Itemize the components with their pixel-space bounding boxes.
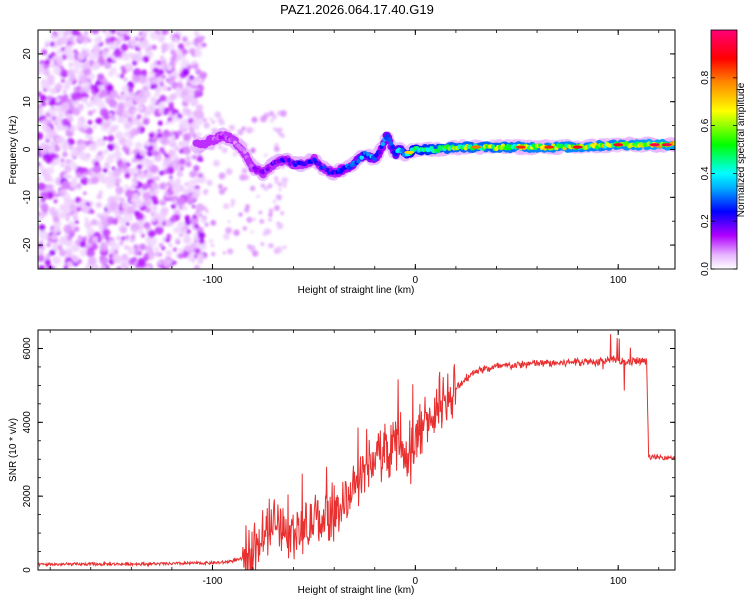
snr-y-label: SNR (10 * v/v) (8, 418, 19, 482)
snr-frame (37, 329, 676, 571)
colorbar-tick-label: 0.0 (700, 262, 711, 276)
spectrogram-ytick-label: 10 (22, 96, 33, 108)
snr-series-line (38, 334, 675, 570)
snr-ytick-label: 0 (22, 567, 33, 573)
spectrogram-x-label: Height of straight line (km) (298, 285, 415, 296)
colorbar-gradient (710, 29, 738, 270)
snr-ytick-label: 2000 (22, 485, 33, 508)
snr-xtick-label: 100 (610, 576, 627, 587)
chart-title: PAZ1.2026.064.17.40.G19 (280, 2, 434, 17)
spectrogram-xtick-label: 100 (610, 275, 627, 286)
colorbar-ticks: 0.0 0.2 0.4 0.6 0.8 (700, 70, 737, 276)
spectrogram-ytick-label: -20 (22, 237, 33, 252)
spectrogram-y-label: Frequency (Hz) (8, 116, 19, 185)
colorbar-tick-label: 0.2 (700, 214, 711, 228)
spectrogram-ytick-label: -10 (22, 190, 33, 205)
spectrogram-noise (38, 30, 289, 269)
spectrogram-ytick-label: 0 (22, 146, 33, 152)
colorbar-tick-label: 0.4 (700, 166, 711, 180)
snr-plot-area (38, 330, 675, 570)
colorbar-tick-label: 0.6 (700, 118, 711, 132)
spectrogram-trace (190, 127, 675, 182)
spectrogram-ytick-label: 20 (22, 48, 33, 60)
colorbar: 0.0 0.2 0.4 0.6 0.8 Normalized spectral ampl… (700, 29, 747, 276)
snr-xtick-label: -100 (202, 576, 222, 587)
spectrogram-xtick-label: 0 (413, 275, 419, 286)
colorbar-tick-label: 0.8 (700, 70, 711, 84)
spectrogram-data (38, 30, 675, 269)
snr-xtick-label: 0 (413, 576, 419, 587)
spectrogram-xtick-label: -100 (202, 275, 222, 286)
colorbar-label: Normalized spectral amplitude (736, 82, 747, 217)
snr-ytick-label: 4000 (22, 411, 33, 434)
snr-x-label: Height of straight line (km) (298, 585, 415, 596)
snr-ytick-label: 6000 (22, 337, 33, 360)
